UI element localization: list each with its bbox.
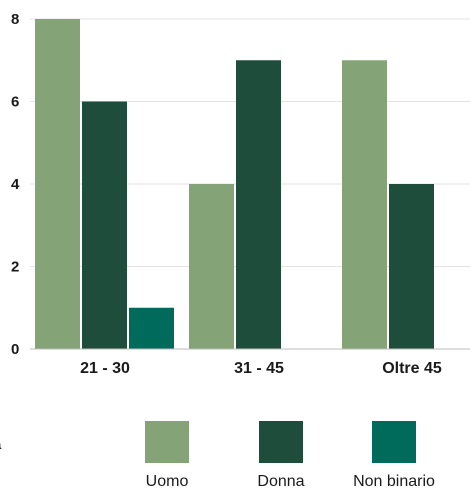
legend-label: Donna [257, 473, 304, 490]
x-tick-label: Oltre 45 [382, 360, 442, 377]
bar [189, 184, 234, 349]
legend-swatch [259, 421, 303, 463]
y-tick-label: 4 [11, 176, 20, 193]
bar [35, 19, 80, 349]
legend-label: Non binario [353, 473, 435, 490]
y-axis-ticks: 0 2 4 6 8 [11, 11, 20, 358]
legend-swatch [372, 421, 416, 463]
bar [389, 184, 434, 349]
y-tick-label: 8 [11, 11, 19, 28]
y-tick-label: 6 [11, 94, 19, 111]
bar [129, 307, 174, 349]
y-tick-label: 2 [11, 259, 19, 276]
y-tick-label: 0 [11, 341, 19, 358]
clipped-label-line-1: na [0, 436, 16, 454]
bars [35, 19, 434, 349]
clipped-label-line-2: % [0, 454, 16, 472]
bar [342, 60, 387, 349]
legend-swatch [145, 421, 189, 463]
legend: Uomo Donna Non binario [145, 421, 435, 490]
x-tick-label: 31 - 45 [234, 360, 284, 377]
x-tick-label: 21 - 30 [80, 360, 130, 377]
legend-label: Uomo [146, 473, 189, 490]
bar [236, 60, 281, 349]
x-axis-ticks: 21 - 30 31 - 45 Oltre 45 [80, 360, 442, 377]
clipped-side-label: na% [0, 436, 16, 472]
bar [82, 101, 127, 349]
